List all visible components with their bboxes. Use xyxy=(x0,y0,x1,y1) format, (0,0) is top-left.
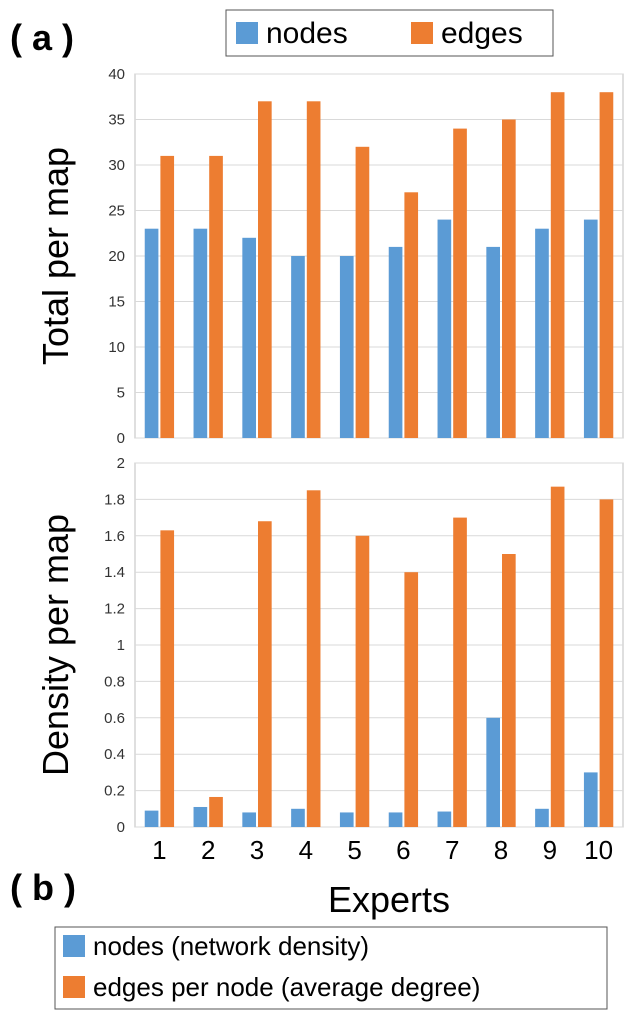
legend-swatch-network-density xyxy=(63,935,85,957)
bottom-bar-edges-8 xyxy=(502,554,516,827)
x-tick-label-2: 2 xyxy=(201,835,215,865)
top-y-axis-label: Total per map xyxy=(35,147,76,365)
top-bar-nodes-3 xyxy=(242,237,256,438)
x-tick-label-3: 3 xyxy=(250,835,264,865)
bottom-bar-nodes-8 xyxy=(486,717,500,827)
bottom-bar-edges-1 xyxy=(160,530,175,827)
top-chart: 0 5 10 15 20 25 30 35 40 Total per map xyxy=(35,66,624,447)
bottom-y-axis-label: Density per map xyxy=(35,514,76,776)
top-bar-nodes-2 xyxy=(193,228,208,438)
x-tick-label-5: 5 xyxy=(347,835,361,865)
top-bar-nodes-7 xyxy=(437,219,452,438)
top-bar-edges-4 xyxy=(306,101,321,439)
bottom-bars xyxy=(144,486,614,827)
top-bar-nodes-1 xyxy=(144,228,159,438)
bottom-bar-edges-10 xyxy=(599,499,614,827)
panel-label-a: ( a ) xyxy=(10,17,74,58)
legend-label-edges: edges xyxy=(441,17,523,50)
bottom-x-ticks: 1 2 3 4 5 6 7 8 9 10 xyxy=(152,835,613,865)
bottom-bar-edges-4 xyxy=(306,490,321,827)
legend-label-average-degree: edges per node (average degree) xyxy=(93,972,480,1002)
bottom-y-tick-label: 1.4 xyxy=(104,564,125,581)
bottom-y-tick-label: 0 xyxy=(117,819,125,836)
bottom-y-tick-label: 1.2 xyxy=(104,601,125,618)
top-y-tick-label: 25 xyxy=(108,203,125,220)
bottom-bar-nodes-7 xyxy=(437,811,452,827)
top-bar-nodes-5 xyxy=(339,256,354,438)
bottom-bar-nodes-3 xyxy=(242,812,256,827)
bottom-gridlines xyxy=(135,462,623,828)
top-bar-nodes-8 xyxy=(486,246,500,438)
top-y-tick-label: 0 xyxy=(117,430,125,447)
bottom-bar-edges-3 xyxy=(258,521,272,827)
bottom-bar-nodes-2 xyxy=(193,806,208,827)
bottom-chart: 00.20.40.60.811.21.41.61.82 1 2 3 4 5 6 7 8 9 10 … xyxy=(35,455,624,920)
top-bar-edges-1 xyxy=(160,155,175,438)
bottom-y-ticks: 0 0.2 0.4 0.6 0.8 1 1.2 1.4 1.6 1.8 2 xyxy=(104,455,125,836)
top-y-tick-label: 20 xyxy=(108,248,125,265)
bottom-y-tick-label: 0.6 xyxy=(104,710,125,727)
bottom-y-tick-label: 0.2 xyxy=(104,783,125,800)
legend-swatch-average-degree xyxy=(63,976,85,998)
x-tick-label-10: 10 xyxy=(584,835,613,865)
x-tick-label-8: 8 xyxy=(494,835,508,865)
panel-label-b: ( b ) xyxy=(10,867,76,908)
top-y-tick-label: 15 xyxy=(108,294,125,311)
bottom-y-tick-label: 0.4 xyxy=(104,746,125,763)
top-bar-nodes-10 xyxy=(583,219,598,438)
bottom-bar-edges-5 xyxy=(355,535,370,827)
top-bar-edges-9 xyxy=(550,92,565,438)
bottom-bar-nodes-4 xyxy=(291,808,305,827)
bottom-bar-edges-2 xyxy=(209,796,223,827)
x-axis-label: Experts xyxy=(328,879,450,920)
top-legend-box xyxy=(225,9,554,57)
legend-label-nodes: nodes xyxy=(266,17,348,50)
x-tick-label-4: 4 xyxy=(299,835,313,865)
bottom-legend: nodes (network density) edges per node (… xyxy=(54,926,608,1010)
top-bar-edges-3 xyxy=(258,101,272,439)
top-y-tick-label: 5 xyxy=(117,385,125,402)
bottom-bar-nodes-10 xyxy=(583,772,598,827)
x-tick-label-1: 1 xyxy=(152,835,166,865)
legend-swatch-nodes xyxy=(236,22,258,44)
top-bar-edges-5 xyxy=(355,146,370,439)
bottom-y-tick-label: 1.6 xyxy=(104,528,125,545)
bottom-bar-nodes-1 xyxy=(144,810,159,827)
x-tick-label-6: 6 xyxy=(396,835,410,865)
top-bar-nodes-6 xyxy=(388,246,403,438)
top-bars xyxy=(144,92,614,439)
top-bar-nodes-9 xyxy=(535,228,549,438)
bottom-bar-edges-9 xyxy=(550,486,565,827)
bottom-y-tick-label: 0.8 xyxy=(104,673,125,690)
bottom-y-tick-label: 2 xyxy=(117,455,125,472)
top-legend: nodes edges xyxy=(225,9,554,57)
bottom-y-tick-label: 1.8 xyxy=(104,491,125,508)
top-bar-edges-8 xyxy=(502,119,516,438)
legend-swatch-edges xyxy=(411,22,433,44)
top-bar-edges-10 xyxy=(599,92,614,438)
legend-label-network-density: nodes (network density) xyxy=(93,931,369,961)
bottom-bar-nodes-6 xyxy=(388,812,403,827)
bottom-bar-nodes-9 xyxy=(535,808,549,827)
top-bar-edges-6 xyxy=(404,192,419,438)
bottom-y-tick-label: 1 xyxy=(117,637,125,654)
bottom-bar-edges-7 xyxy=(453,517,467,827)
top-y-tick-label: 10 xyxy=(108,339,125,356)
x-tick-label-7: 7 xyxy=(445,835,459,865)
top-y-ticks: 0 5 10 15 20 25 30 35 40 xyxy=(108,66,125,447)
top-bar-nodes-4 xyxy=(291,256,305,438)
top-y-tick-label: 40 xyxy=(108,66,125,83)
bottom-legend-box xyxy=(54,926,608,1010)
bottom-bar-nodes-5 xyxy=(339,812,354,827)
top-gridlines xyxy=(135,73,623,439)
top-bar-edges-2 xyxy=(209,155,223,438)
top-y-tick-label: 35 xyxy=(108,112,125,129)
x-tick-label-9: 9 xyxy=(543,835,557,865)
top-y-tick-label: 30 xyxy=(108,157,125,174)
top-bar-edges-7 xyxy=(453,128,467,438)
bottom-bar-edges-6 xyxy=(404,572,419,827)
